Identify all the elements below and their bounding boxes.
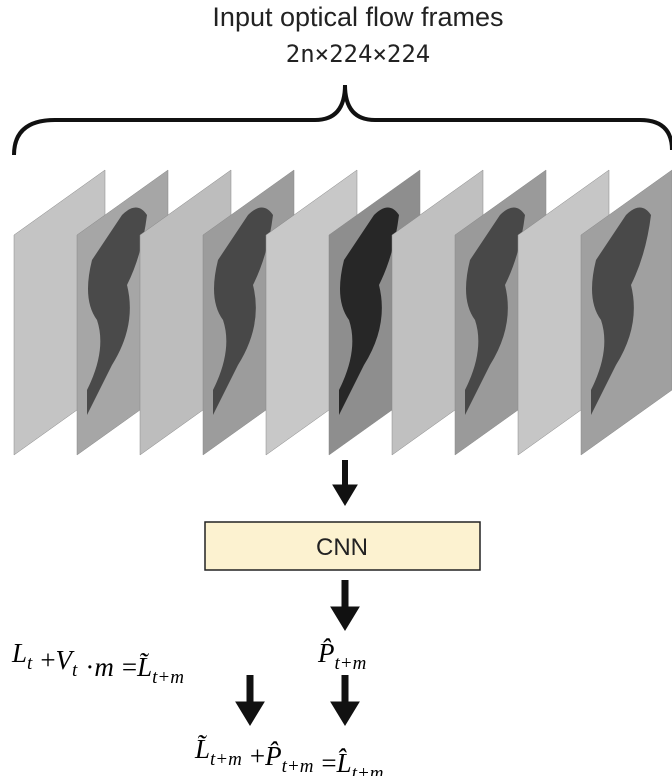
operator: + [40, 645, 55, 675]
equation: P̂t+m [317, 638, 366, 674]
subscript: t+m [152, 667, 184, 688]
operator: + [250, 741, 265, 771]
equation: L̃t+m+P̂t+m=L̂t+m [194, 734, 384, 776]
frames [14, 170, 672, 455]
operator: = [122, 652, 137, 682]
operator: · [85, 652, 94, 682]
operator: = [321, 748, 336, 776]
equation: Lt+Vt·m=L̃t+m [11, 638, 184, 688]
subscript: t+m [352, 763, 384, 776]
title: Input optical flow frames [212, 2, 503, 32]
subtitle: 2n×224×224 [286, 40, 431, 68]
symbol: L̂ [336, 748, 352, 776]
subscript: t+m [335, 653, 367, 674]
symbol: m [94, 652, 114, 682]
symbol: P̂ [264, 741, 282, 771]
symbol: P̂ [317, 638, 335, 668]
brace [14, 85, 672, 155]
cnn-label: CNN [316, 534, 368, 561]
symbol: L̃ [136, 652, 152, 682]
subscript: t [72, 660, 78, 681]
diagram: Input optical flow frames 2n×224×224 CNN… [0, 0, 672, 776]
subscript: t [27, 653, 33, 674]
symbol: L̃ [194, 734, 210, 764]
arrows [236, 460, 359, 725]
subscript: t+m [282, 756, 314, 776]
symbol: L [11, 638, 27, 668]
subscript: t+m [210, 749, 242, 770]
